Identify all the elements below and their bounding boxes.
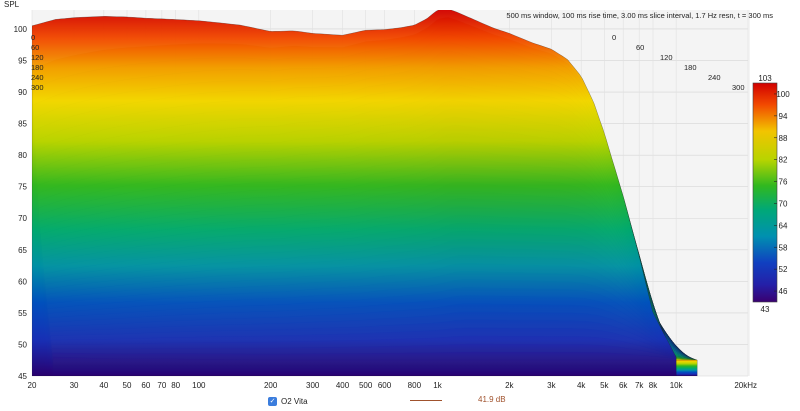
x-tick-label: 800 (408, 381, 422, 390)
x-tick-label: 7k (635, 381, 644, 390)
colorbar-tick-label: 82 (779, 156, 788, 165)
time-label-left: 120 (31, 53, 44, 62)
colorbar-scale (752, 82, 778, 303)
y-tick-label: 65 (18, 246, 27, 255)
x-tick-label: 4k (577, 381, 586, 390)
x-tick-label: 300 (306, 381, 320, 390)
x-tick-label: 2k (505, 381, 514, 390)
y-tick-label: 50 (18, 340, 27, 349)
y-axis-label: SPL (4, 0, 20, 9)
x-axis: 20 30 40 50 60 70 80 100 200 300 400 500 600 800 1k 2k 3… (28, 381, 757, 390)
colorbar-tick-label: 88 (779, 134, 788, 143)
legend-value: 41.9 dB (478, 395, 506, 404)
y-tick-label: 75 (18, 183, 27, 192)
time-label-right: 240 (708, 73, 721, 82)
legend: ✓ O2 Vita (268, 394, 308, 408)
colorbar: 103 43 100 94 88 82 76 70 64 58 52 46 (752, 74, 790, 314)
x-tick-label: 3k (547, 381, 556, 390)
x-tick-label: 20 (28, 381, 37, 390)
x-tick-label: 100 (192, 381, 206, 390)
time-label-left: 180 (31, 63, 44, 72)
waterfall-surface (32, 10, 698, 376)
x-tick-label: 200 (264, 381, 278, 390)
chart-title: 500 ms window, 100 ms rise time, 3.00 ms… (506, 11, 773, 20)
colorbar-max-label: 103 (758, 74, 772, 83)
colorbar-tick-label: 76 (779, 178, 788, 187)
y-tick-label: 90 (18, 88, 27, 97)
colorbar-tick-label: 70 (779, 199, 788, 208)
y-tick-label: 45 (18, 372, 27, 381)
waterfall-slice (32, 10, 677, 376)
y-tick-label: 85 (18, 120, 27, 129)
time-label-right: 120 (660, 53, 673, 62)
x-tick-label: 6k (619, 381, 628, 390)
y-tick-label: 55 (18, 309, 27, 318)
y-axis: 45 50 55 60 65 70 75 80 85 90 95 100 (14, 25, 28, 381)
y-tick-label: 60 (18, 277, 27, 286)
time-label-left: 300 (31, 83, 44, 92)
colorbar-tick-label: 52 (779, 265, 788, 274)
time-label-left: 0 (31, 33, 35, 42)
y-tick-label: 95 (18, 56, 27, 65)
colorbar-tick-label: 58 (779, 243, 788, 252)
x-tick-label: 80 (171, 381, 180, 390)
time-label-right: 60 (636, 43, 644, 52)
colorbar-tick-label: 94 (779, 112, 788, 121)
x-tick-label: 70 (157, 381, 166, 390)
time-label-right: 180 (684, 63, 697, 72)
x-tick-label: 500 (359, 381, 373, 390)
x-tick-label: 50 (123, 381, 132, 390)
time-label-right: 300 (732, 83, 745, 92)
colorbar-tick-label: 64 (779, 221, 788, 230)
series-visibility-checkbox[interactable]: ✓ (268, 396, 277, 406)
y-tick-label: 100 (14, 25, 28, 34)
x-tick-label: 5k (600, 381, 609, 390)
x-tick-label: 40 (99, 381, 108, 390)
x-tick-label: 400 (336, 381, 350, 390)
x-tick-label: 60 (141, 381, 150, 390)
time-label-right: 0 (612, 33, 616, 42)
x-tick-label: 30 (70, 381, 79, 390)
colorbar-tick-label: 100 (776, 90, 790, 99)
x-tick-label: 8k (649, 381, 658, 390)
legend-series-label: O2 Vita (281, 396, 308, 406)
colorbar-min-label: 43 (761, 305, 770, 314)
y-tick-label: 80 (18, 151, 27, 160)
x-tick-label: 10k (670, 381, 684, 390)
y-tick-label: 70 (18, 214, 27, 223)
x-tick-label: 20kHz (734, 381, 757, 390)
time-label-left: 240 (31, 73, 44, 82)
legend-line-swatch (410, 400, 442, 401)
x-tick-label: 600 (378, 381, 392, 390)
x-tick-label: 1k (433, 381, 442, 390)
colorbar-tick-label: 46 (779, 287, 788, 296)
time-label-left: 60 (31, 43, 39, 52)
